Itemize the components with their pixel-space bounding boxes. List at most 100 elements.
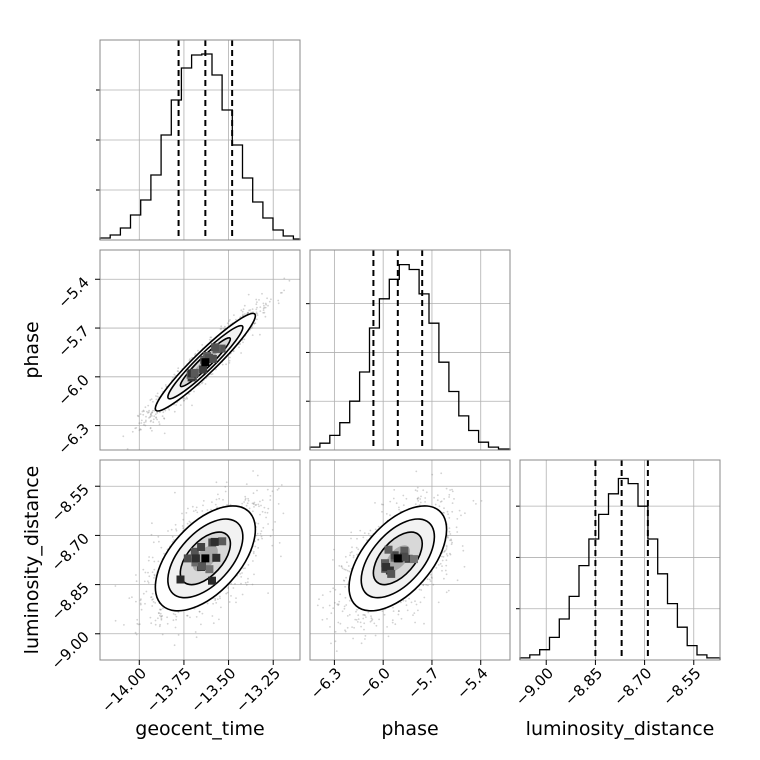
scatter-point xyxy=(150,412,153,415)
scatter-point xyxy=(265,516,267,519)
scatter-point xyxy=(336,603,339,606)
scatter-point xyxy=(158,421,160,423)
scatter-point xyxy=(355,619,358,621)
scatter-point xyxy=(148,556,151,558)
scatter-point xyxy=(152,400,154,403)
scatter-point xyxy=(451,488,453,491)
scatter-point xyxy=(218,595,221,598)
scatter-point xyxy=(202,500,205,502)
scatter-point xyxy=(416,498,419,500)
scatter-point xyxy=(215,368,217,371)
scatter-point xyxy=(139,413,142,415)
scatter-point xyxy=(405,604,408,607)
scatter-point xyxy=(181,512,183,515)
scatter-point xyxy=(406,609,409,612)
scatter-point xyxy=(173,644,176,647)
scatter-point xyxy=(354,618,357,621)
scatter-point xyxy=(174,626,177,629)
scatter-point xyxy=(194,509,197,512)
scatter-point xyxy=(363,614,366,616)
scatter-point xyxy=(185,396,188,399)
scatter-point xyxy=(166,616,169,619)
scatter-point xyxy=(445,573,448,576)
scatter-point xyxy=(444,569,447,572)
y-tick-label-luminosity_distance: −8.55 xyxy=(48,480,93,525)
scatter-point xyxy=(434,503,437,506)
scatter-point xyxy=(262,526,265,529)
scatter-point xyxy=(360,642,363,645)
scatter-point xyxy=(255,311,258,314)
scatter-point xyxy=(357,618,360,620)
density-cell xyxy=(205,565,214,574)
scatter-point xyxy=(456,531,459,533)
scatter-point xyxy=(214,597,217,600)
scatter-point xyxy=(201,612,204,615)
scatter-point xyxy=(332,607,335,610)
scatter-point xyxy=(153,577,155,579)
scatter-point xyxy=(335,650,338,652)
density-cell xyxy=(204,354,213,362)
scatter-point xyxy=(431,577,433,579)
x-axis-label-phase: phase xyxy=(381,718,438,740)
scatter-point xyxy=(451,490,454,493)
scatter-point xyxy=(321,618,324,621)
scatter-point xyxy=(240,576,243,578)
scatter-point xyxy=(230,595,232,597)
scatter-point xyxy=(153,568,156,571)
scatter-point xyxy=(443,550,446,552)
scatter-point xyxy=(445,548,448,550)
scatter-point xyxy=(99,456,101,458)
scatter-point xyxy=(155,416,158,419)
scatter-point xyxy=(402,504,405,507)
scatter-point xyxy=(458,509,461,512)
y-axis-label-luminosity_distance: luminosity_distance xyxy=(21,466,43,655)
scatter-point xyxy=(330,612,333,615)
scatter-point xyxy=(400,601,402,604)
scatter-point xyxy=(448,530,451,533)
scatter-point xyxy=(346,626,349,629)
scatter-point xyxy=(410,601,413,604)
scatter-point xyxy=(223,327,225,330)
scatter-point xyxy=(192,510,195,512)
scatter-point xyxy=(353,626,355,629)
scatter-point xyxy=(334,640,337,643)
scatter-point xyxy=(436,499,439,502)
scatter-point xyxy=(161,387,163,390)
scatter-point xyxy=(356,537,358,540)
scatter-point xyxy=(445,544,448,547)
scatter-point xyxy=(398,506,400,509)
scatter-point xyxy=(259,306,262,308)
scatter-point xyxy=(168,408,171,411)
scatter-point xyxy=(194,631,197,633)
scatter-point xyxy=(134,427,137,430)
scatter-point xyxy=(206,602,209,605)
y-tick-label-phase: −6.3 xyxy=(54,420,92,458)
scatter-point xyxy=(135,574,137,576)
x-tick-label-phase: −6.3 xyxy=(307,664,345,702)
scatter-point xyxy=(364,614,366,617)
scatter-point xyxy=(225,363,228,366)
scatter-point xyxy=(229,319,231,321)
x-axis-label-geocent_time: geocent_time xyxy=(135,718,264,740)
scatter-point xyxy=(256,318,258,321)
scatter-point xyxy=(344,630,347,633)
scatter-point xyxy=(189,358,191,360)
scatter-point xyxy=(176,370,179,372)
density-cell xyxy=(197,543,206,551)
scatter-point xyxy=(150,533,153,536)
scatter-point xyxy=(155,398,158,401)
scatter-point xyxy=(277,487,280,490)
scatter-point xyxy=(348,613,351,616)
scatter-point xyxy=(198,383,201,386)
scatter-point xyxy=(446,535,449,538)
joint-1-grid xyxy=(100,460,300,660)
scatter-point xyxy=(152,421,155,424)
scatter-point xyxy=(186,614,189,617)
scatter-point xyxy=(445,559,448,562)
scatter-point xyxy=(414,600,416,603)
scatter-point xyxy=(247,497,250,500)
scatter-point xyxy=(259,333,261,336)
scatter-point xyxy=(425,584,428,586)
scatter-point xyxy=(138,623,141,626)
scatter-point xyxy=(159,612,162,615)
